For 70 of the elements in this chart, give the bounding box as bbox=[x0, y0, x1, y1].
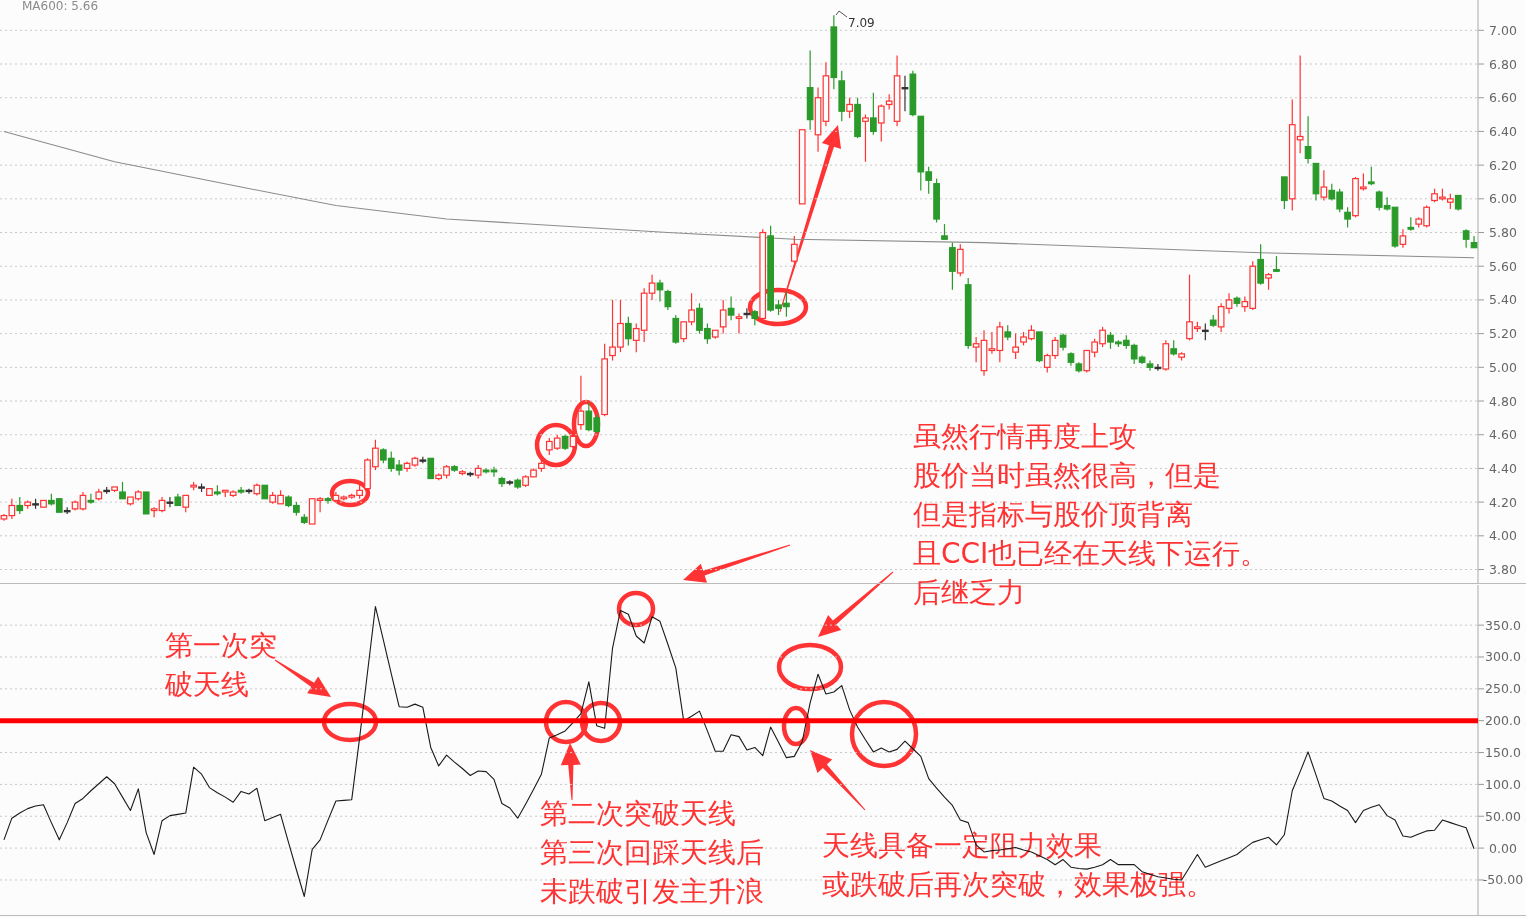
annotation: 但是指标与股价顶背离 bbox=[913, 498, 1193, 531]
y-tick-label: 100.0 bbox=[1485, 776, 1521, 792]
candlestick bbox=[142, 491, 150, 515]
candlestick bbox=[719, 299, 727, 335]
y-tick-label: 250.0 bbox=[1485, 681, 1521, 697]
candlestick bbox=[624, 316, 632, 347]
y-tick-label: 5.20 bbox=[1489, 326, 1517, 342]
candlestick bbox=[877, 103, 885, 143]
candlestick bbox=[870, 92, 877, 136]
y-tick-label: 0.00 bbox=[1489, 840, 1517, 856]
y-tick-label: 50.00 bbox=[1485, 808, 1521, 824]
candlestick bbox=[1257, 243, 1265, 286]
candlestick bbox=[862, 113, 869, 163]
candlestick bbox=[1462, 228, 1470, 249]
y-tick-label: 200.0 bbox=[1485, 713, 1521, 729]
annotation: 第三次回踩天线后 bbox=[540, 836, 764, 869]
candlestick bbox=[846, 97, 854, 119]
candlestick bbox=[1320, 169, 1328, 202]
candlestick bbox=[166, 496, 174, 508]
candlestick bbox=[727, 295, 735, 321]
candlestick bbox=[672, 314, 680, 345]
candlestick bbox=[87, 493, 95, 505]
y-tick-label: 350.0 bbox=[1485, 617, 1521, 633]
candlestick bbox=[790, 235, 798, 264]
y-tick-label: 3.80 bbox=[1489, 562, 1517, 578]
y-tick-label: 5.00 bbox=[1489, 359, 1517, 375]
y-tick-label: -50.00 bbox=[1482, 872, 1524, 888]
y-tick-label: 5.80 bbox=[1489, 225, 1517, 241]
annotation: 未跌破引发主升浪 bbox=[540, 875, 764, 908]
y-tick-label: 4.00 bbox=[1489, 528, 1517, 544]
candlestick bbox=[324, 496, 332, 505]
y-tick-label: 300.0 bbox=[1485, 649, 1521, 665]
line-series bbox=[3, 130, 1475, 259]
annotation: 且CCI也已经在天线下运行。 bbox=[913, 537, 1269, 570]
candlestick bbox=[956, 243, 964, 277]
candlestick bbox=[949, 242, 956, 291]
candlestick bbox=[1012, 333, 1019, 360]
y-tick-label: 5.40 bbox=[1489, 292, 1517, 308]
y-tick-label: 4.80 bbox=[1489, 393, 1517, 409]
candlestick bbox=[427, 457, 435, 480]
y-tick-label: 6.00 bbox=[1489, 191, 1517, 207]
candlestick bbox=[1154, 363, 1162, 372]
candlestick bbox=[664, 289, 672, 311]
candlestick bbox=[237, 486, 245, 495]
candlestick bbox=[735, 312, 743, 335]
candlestick bbox=[1304, 115, 1312, 165]
candlestick bbox=[490, 466, 498, 478]
annotation: 后继乏力 bbox=[913, 576, 1025, 609]
annotation: 第二次突破天线 bbox=[540, 797, 736, 830]
y-tick-label: 6.80 bbox=[1489, 56, 1517, 72]
candlestick bbox=[1399, 228, 1407, 249]
y-tick-label: 7.00 bbox=[1489, 22, 1517, 38]
y-tick-label: 4.40 bbox=[1489, 460, 1517, 476]
y-tick-label: 4.60 bbox=[1489, 427, 1517, 443]
y-tick-label: 6.40 bbox=[1489, 123, 1517, 139]
y-tick-label: 4.20 bbox=[1489, 494, 1517, 510]
annotation: 第一次突破天线 bbox=[164, 629, 277, 701]
candlestick bbox=[1344, 206, 1351, 229]
y-tick-label: 5.60 bbox=[1489, 258, 1517, 274]
candlestick bbox=[1367, 166, 1375, 186]
annotation: 股价当时虽然很高，但是 bbox=[913, 459, 1221, 492]
annotation: 虽然行情再度上攻 bbox=[913, 420, 1137, 453]
annotation: 7.09 bbox=[848, 16, 875, 30]
candlestick bbox=[656, 279, 664, 303]
candlestick bbox=[1280, 176, 1288, 210]
candlestick bbox=[743, 307, 751, 320]
annotation: MA600: 5.66 bbox=[22, 0, 99, 13]
y-tick-label: 6.60 bbox=[1489, 90, 1517, 106]
y-tick-label: 6.20 bbox=[1489, 157, 1517, 173]
y-tick-label: 150.0 bbox=[1485, 745, 1521, 761]
